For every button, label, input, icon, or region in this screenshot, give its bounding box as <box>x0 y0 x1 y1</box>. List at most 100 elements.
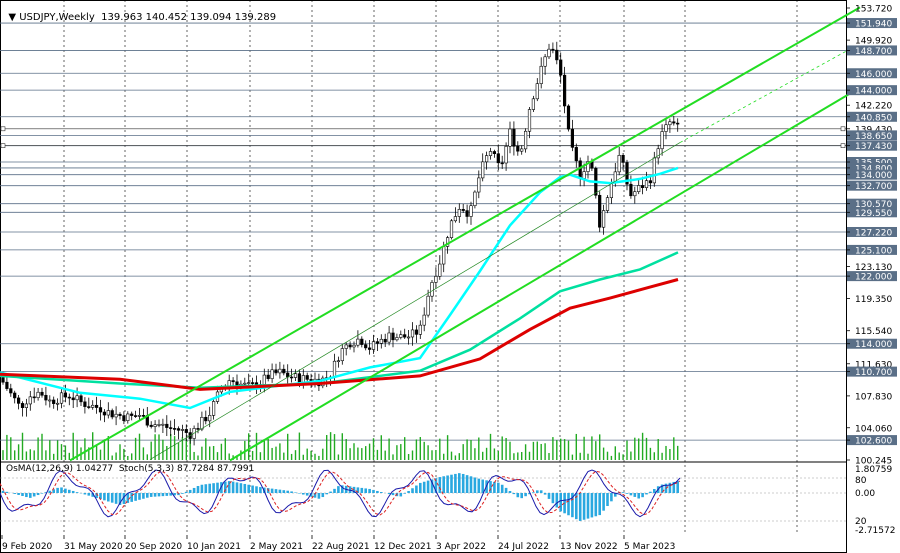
candle-body <box>262 374 266 385</box>
candle-body <box>340 348 344 362</box>
price-tick-label: 123.130 <box>855 263 892 273</box>
level-tag <box>847 338 897 349</box>
candle-body <box>173 428 177 430</box>
candle-body <box>605 197 610 211</box>
candle-body <box>212 401 216 416</box>
price-tick-label: 130.570 <box>855 200 892 210</box>
candle-body <box>547 48 551 58</box>
candle-body <box>28 396 32 405</box>
candle-body <box>200 416 204 430</box>
candles <box>1 41 680 446</box>
time-tick-label: 31 May 2020 <box>64 542 123 552</box>
moving-average-line <box>0 251 679 389</box>
price-marker <box>840 143 846 148</box>
price-tick-label: 111.630 <box>855 360 892 370</box>
candle-body <box>141 415 146 417</box>
price-tick-label: 151.940 <box>855 20 892 30</box>
time-tick-label: 12 Dec 2021 <box>374 542 432 552</box>
candle-body <box>278 368 282 374</box>
candle-body <box>504 146 508 164</box>
price-tick-label: 104.060 <box>855 424 892 434</box>
candle-body <box>442 246 446 265</box>
candle-body <box>266 374 270 379</box>
moving-average-line <box>0 278 679 391</box>
candle-body <box>609 182 613 199</box>
candle-body <box>52 399 56 404</box>
candle-body <box>520 148 524 152</box>
candle-body <box>208 415 212 422</box>
level-tag <box>847 435 897 446</box>
candle-body <box>274 369 278 374</box>
indicator-tick-label: 20 <box>855 517 867 527</box>
price-tick-label: 119.350 <box>855 295 892 305</box>
candle-body <box>668 121 672 126</box>
level-tag <box>847 45 897 56</box>
price-tick-label: 140.850 <box>855 113 892 123</box>
candle-body <box>391 332 395 341</box>
level-tag <box>847 271 897 282</box>
time-tick-label: 13 Nov 2022 <box>560 542 618 552</box>
osma-panel <box>0 469 846 522</box>
candle-body <box>399 334 403 338</box>
trend-channel <box>69 6 861 462</box>
indicator-tick-label: 1.80759 <box>855 465 892 475</box>
level-tag <box>847 162 897 173</box>
candle-body <box>449 220 454 238</box>
candle-body <box>601 210 606 228</box>
indicator-tick-label: 0.00 <box>855 489 875 499</box>
candle-body <box>305 375 309 380</box>
candle-body <box>496 153 500 164</box>
time-tick-label: 22 Aug 2021 <box>312 542 370 552</box>
time-tick-label: 2 May 2021 <box>250 542 303 552</box>
candle-body <box>16 397 21 404</box>
candle-body <box>165 423 169 428</box>
candle-body <box>500 162 504 165</box>
candle-body <box>87 406 91 408</box>
channel-projection-line <box>679 50 847 143</box>
level-tag <box>847 18 897 29</box>
candle-body <box>344 344 348 349</box>
price-tick-label: 142.220 <box>855 102 892 112</box>
candle-body <box>414 329 419 335</box>
candle-body <box>676 122 680 125</box>
level-tag <box>847 169 897 180</box>
candle-body <box>5 381 9 389</box>
price-tick-label: 125.100 <box>855 246 892 256</box>
candle-body <box>153 424 157 427</box>
candle-body <box>13 392 17 399</box>
time-tick-label: 5 Mar 2023 <box>624 542 675 552</box>
candle-body <box>91 404 95 408</box>
candle-body <box>75 395 79 401</box>
candle-body <box>122 415 126 421</box>
candle-body <box>243 382 247 385</box>
collapse-triangle-icon[interactable]: ▼ <box>8 12 20 23</box>
stoch-signal-line <box>0 470 681 516</box>
candle-body <box>648 180 652 184</box>
candle-body <box>473 191 477 207</box>
candle-body <box>157 424 161 426</box>
level-tag <box>847 85 897 96</box>
candle-body <box>352 344 356 348</box>
level-tag <box>847 157 897 168</box>
channel-mid-line <box>149 142 681 460</box>
candle-body <box>488 151 493 156</box>
candle-body <box>289 376 294 379</box>
candle-body <box>180 429 185 431</box>
candle-body <box>71 397 75 401</box>
candle-body <box>617 155 621 173</box>
price-marker <box>0 126 6 132</box>
candle-body <box>196 428 200 430</box>
candle-body <box>169 427 173 429</box>
candle-body <box>360 338 364 345</box>
candle-body <box>227 380 231 387</box>
candle-body <box>430 282 434 297</box>
price-tick-label: 114.000 <box>855 340 892 350</box>
chart-header: ▼ USDJPY,Weekly 139.963 140.452 139.094 … <box>2 1 276 23</box>
channel-lower-line <box>229 86 861 462</box>
candle-body <box>95 404 99 408</box>
candle-body <box>204 416 208 422</box>
price-tick-label: 129.550 <box>855 209 892 219</box>
candle-body <box>149 424 153 427</box>
